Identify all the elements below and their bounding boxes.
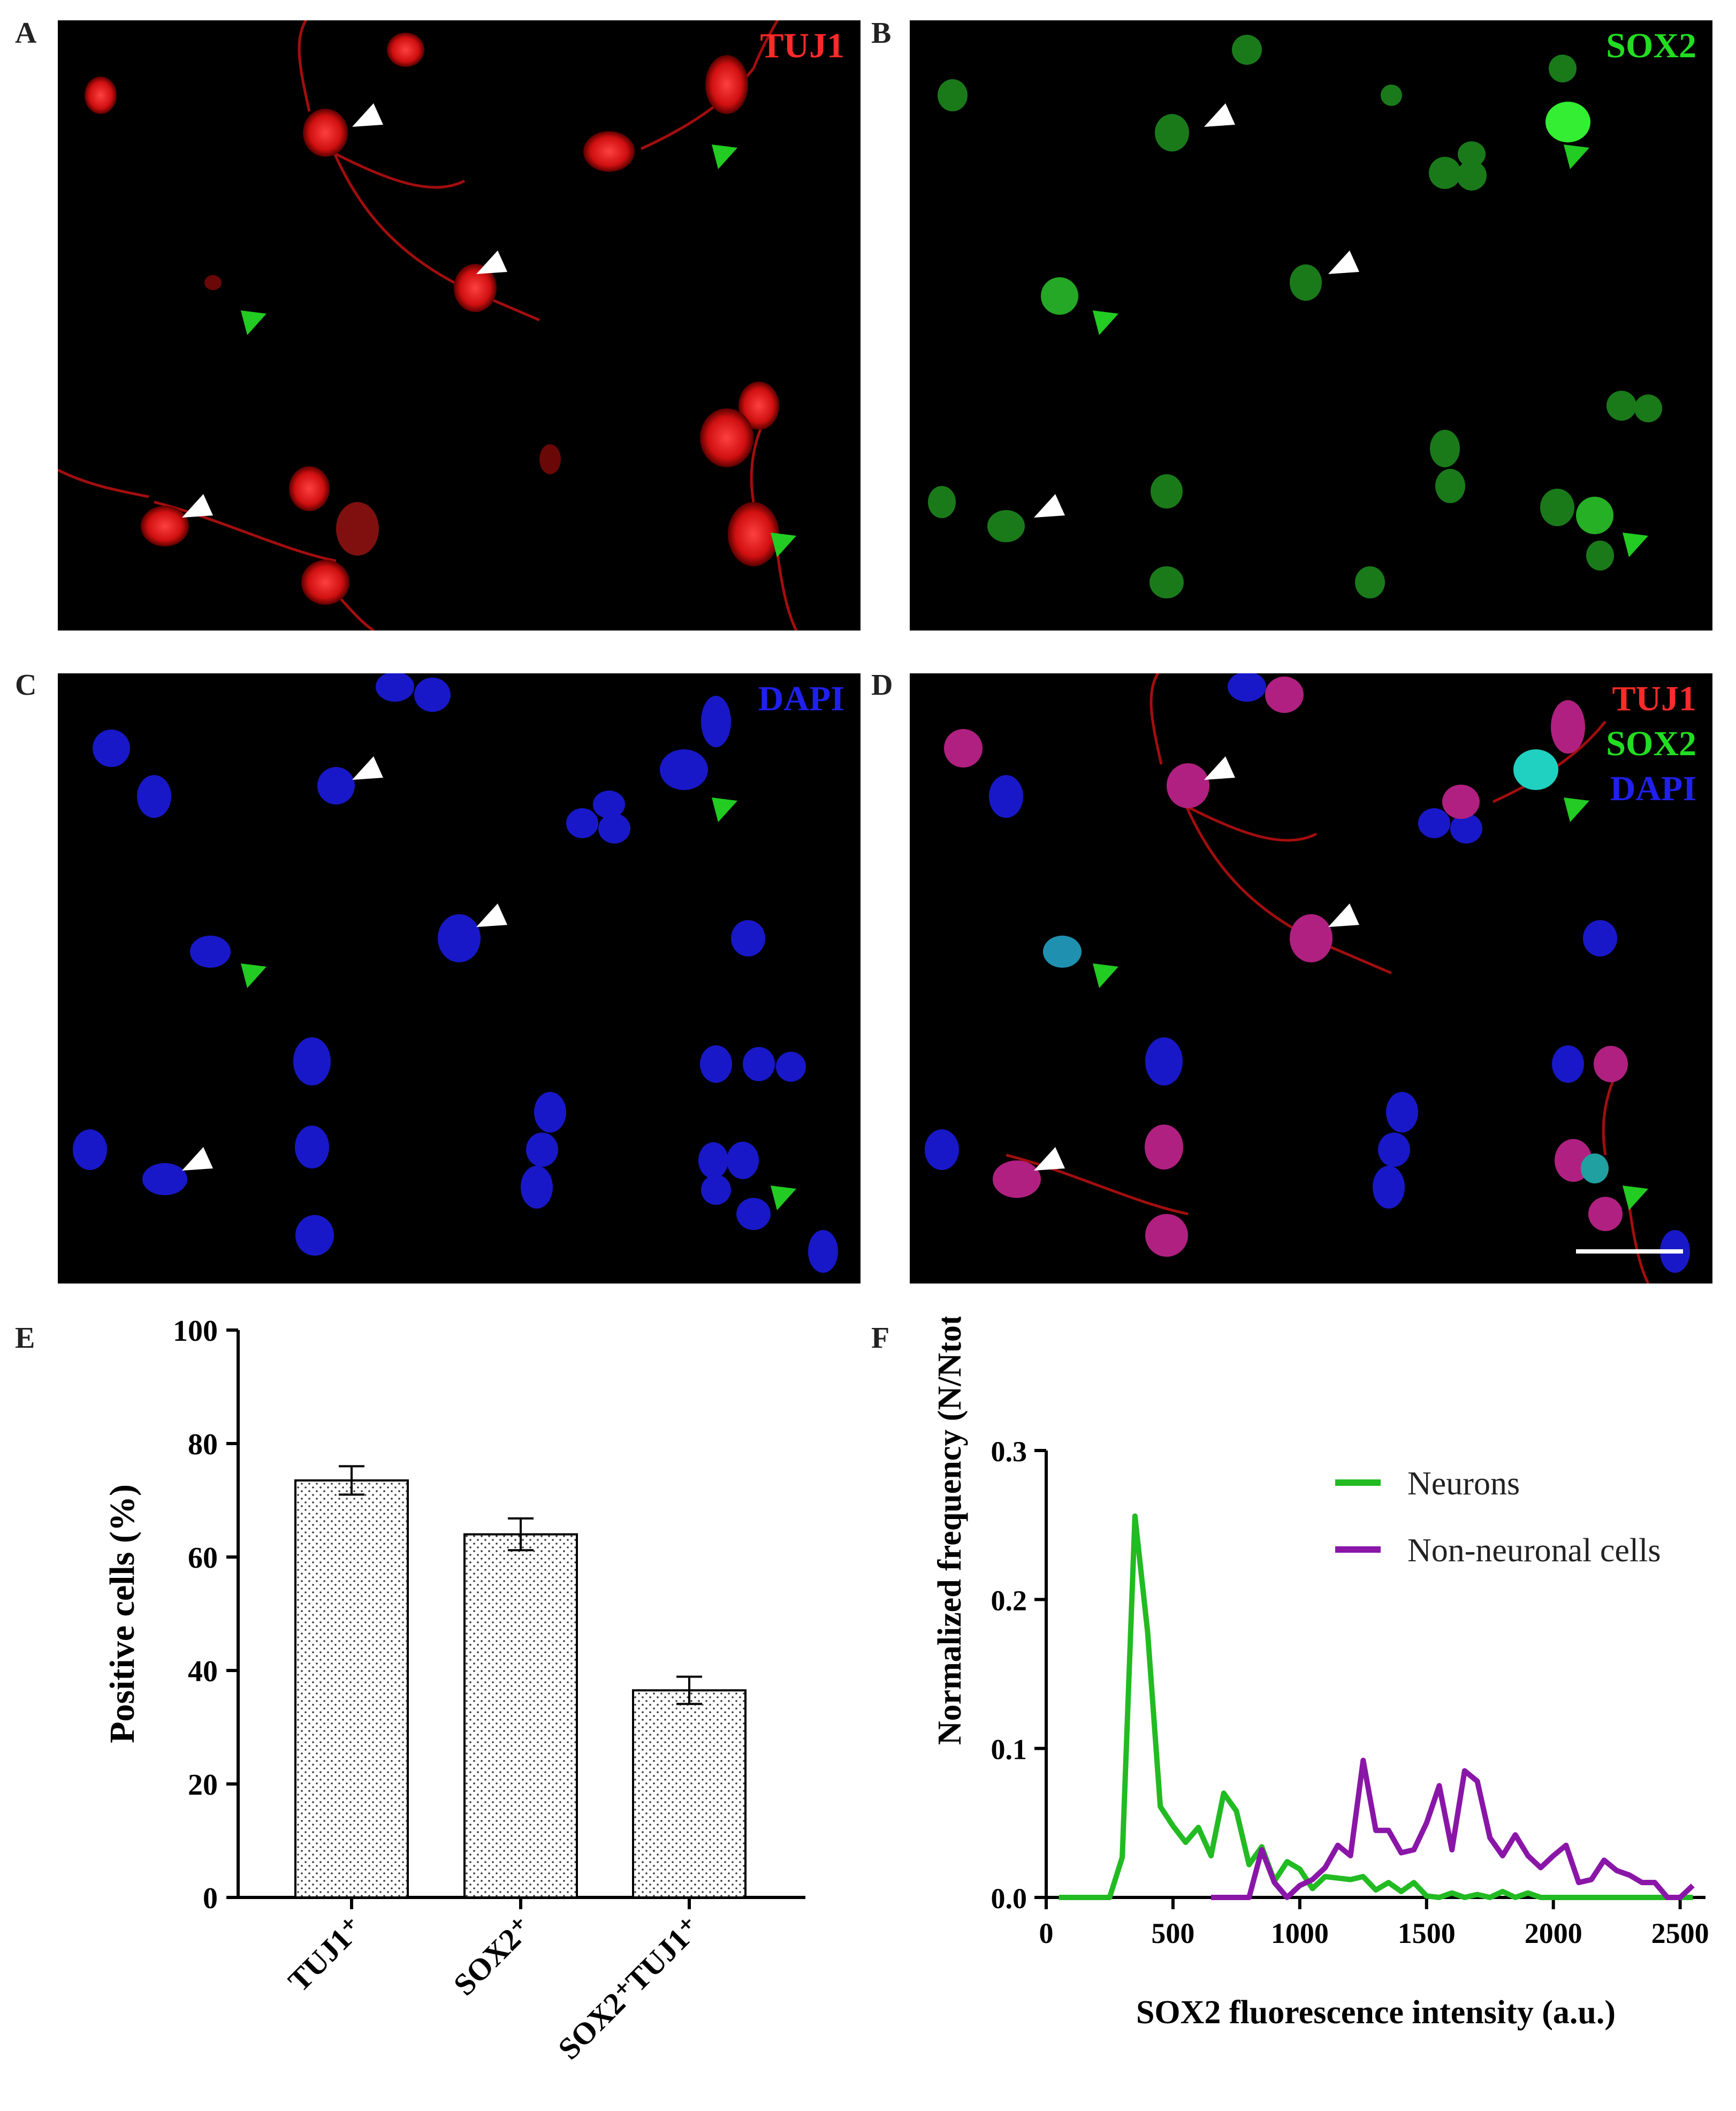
scale-bar <box>1576 1249 1683 1254</box>
series-line-non-neuronal <box>1211 1757 1695 1900</box>
micrograph-tuj1: TUJ1 <box>58 20 861 631</box>
channel-label-merge-dapi: DAPI <box>1610 769 1696 808</box>
y-tick-label: 20 <box>188 1768 218 1802</box>
sox2-cells-drawing <box>928 35 1662 598</box>
micrograph-merge: TUJ1 SOX2 DAPI <box>910 673 1712 1284</box>
x-tick-label: 0 <box>1039 1917 1054 1949</box>
x-tick-label: SOX2⁺ <box>447 1910 539 2002</box>
y-tick-label: 60 <box>188 1542 218 1575</box>
x-tick-label: 500 <box>1151 1917 1194 1949</box>
y-axis-label: Normalized frequency (N/Ntot) <box>932 1317 968 1745</box>
y-tick-label: 80 <box>188 1428 218 1461</box>
x-tick-label: 2500 <box>1651 1917 1709 1949</box>
x-tick-label: 1500 <box>1398 1917 1456 1949</box>
y-tick-label: 0.1 <box>991 1734 1027 1766</box>
tuj1-cells-drawing <box>58 20 798 631</box>
channel-label-sox2: SOX2 <box>1606 26 1696 65</box>
y-tick-label: 40 <box>188 1655 218 1688</box>
series-line-neurons <box>1059 1513 1693 1900</box>
line-chart-sox2-intensity: 0.0 0.1 0.2 0.3 0 500 1000 1500 2000 2500 SOX2 flu… <box>932 1317 1709 2031</box>
y-tick-label: 0.0 <box>991 1882 1027 1915</box>
x-tick-label: 2000 <box>1525 1917 1582 1949</box>
legend-label: Neurons <box>1407 1465 1520 1502</box>
bar <box>294 1479 409 1899</box>
panel-letter-b: B <box>871 17 892 50</box>
x-tick-label: 1000 <box>1271 1917 1329 1949</box>
bar <box>463 1533 578 1899</box>
micrograph-sox2: SOX2 <box>910 20 1712 631</box>
channel-label-merge-sox2: SOX2 <box>1606 724 1696 763</box>
channel-label-merge-tuj1: TUJ1 <box>1612 679 1696 718</box>
channel-label-tuj1: TUJ1 <box>760 26 844 65</box>
legend-label: Non-neuronal cells <box>1407 1532 1661 1569</box>
panel-letter-a: A <box>15 17 37 50</box>
merge-cells-drawing <box>925 673 1690 1284</box>
y-tick-label: 0.2 <box>991 1584 1027 1616</box>
y-tick-label: 0 <box>203 1882 218 1915</box>
y-tick-label: 0.3 <box>991 1436 1027 1468</box>
y-axis-label: Positive cells (%) <box>103 1484 142 1743</box>
bar <box>632 1689 747 1899</box>
panel-letter-f: F <box>871 1322 890 1355</box>
x-axis-label: SOX2 fluorescence intensity (a.u.) <box>1136 1994 1616 2031</box>
panel-letter-c: C <box>15 669 37 702</box>
x-tick-label: TUJ1⁺ <box>281 1910 370 1999</box>
micrograph-dapi: DAPI <box>58 673 861 1284</box>
y-tick-label: 100 <box>173 1317 218 1348</box>
bar-chart-positive-cells: 0 20 40 60 80 100 Positive cells (%) TUJ1⁺ SOX2⁺… <box>103 1317 805 2066</box>
panel-letter-d: D <box>871 669 893 702</box>
panel-letter-e: E <box>15 1322 35 1355</box>
x-tick-label: SOX2⁺TUJ1⁺ <box>551 1910 707 2066</box>
dapi-nuclei-drawing <box>73 673 838 1273</box>
channel-label-dapi: DAPI <box>758 679 844 718</box>
